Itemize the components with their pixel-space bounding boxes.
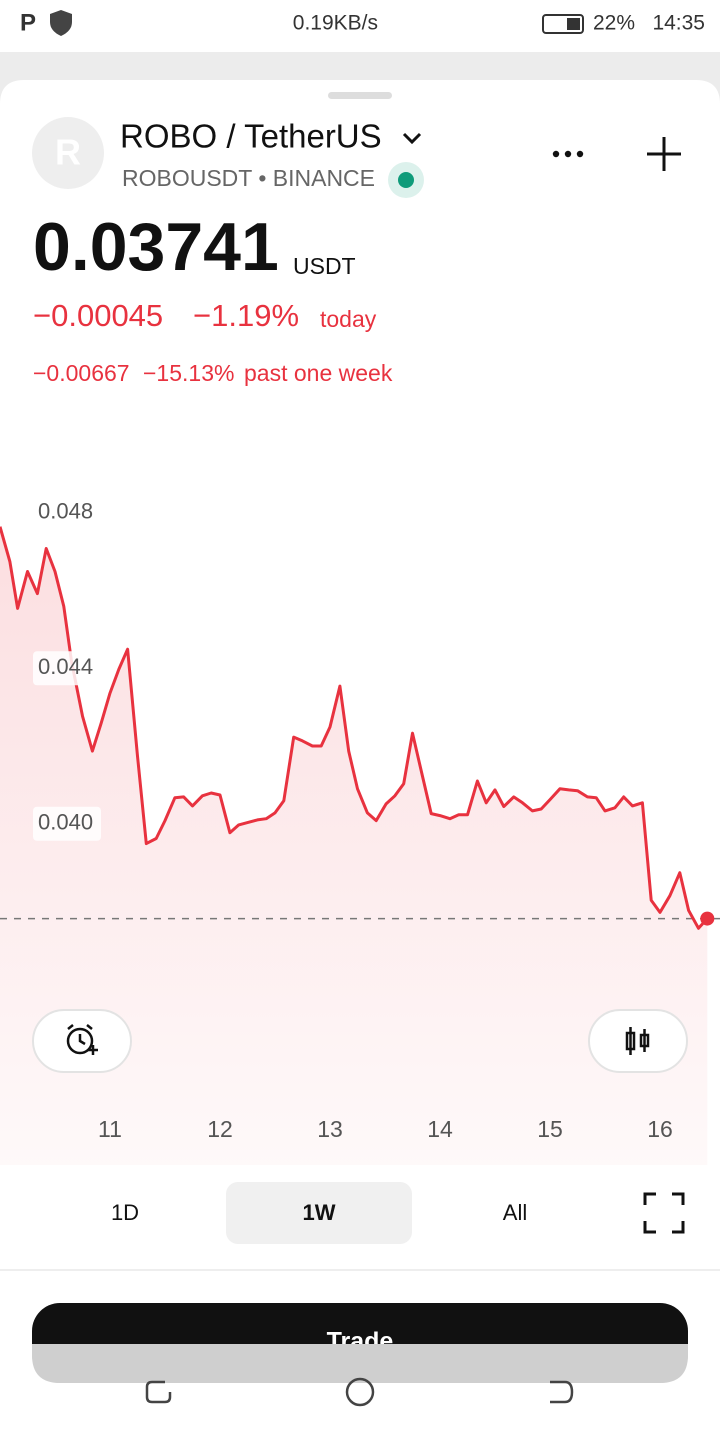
- dropdown-icon[interactable]: [402, 132, 422, 145]
- avatar: [32, 117, 104, 189]
- y-tick-bg: [33, 651, 101, 686]
- week-change: −0.00667: [33, 360, 130, 386]
- price-unit: USDT: [293, 253, 356, 279]
- nav-back[interactable]: [550, 1380, 574, 1404]
- trade-button-overlay: [32, 1344, 688, 1383]
- last-point: [700, 911, 715, 926]
- more-button[interactable]: [552, 150, 584, 158]
- battery: 22%: [593, 12, 635, 35]
- add-button[interactable]: [647, 137, 681, 171]
- status-dot: [398, 172, 414, 188]
- pair-subtitle: ROBOUSDT • BINANCE: [122, 165, 375, 191]
- y-tick-label: 0.044: [38, 654, 93, 679]
- drag-handle[interactable]: [328, 92, 392, 99]
- y-tick-bg: [33, 806, 101, 841]
- tab-active-bg: [226, 1182, 412, 1244]
- tab[interactable]: 1D: [111, 1200, 139, 1225]
- week-period: past one week: [244, 360, 393, 386]
- pair-title[interactable]: ROBO / TetherUS: [120, 118, 382, 155]
- area: [0, 526, 708, 1165]
- y-tick-label: 0.048: [38, 499, 93, 524]
- fullscreen-button[interactable]: [643, 1192, 685, 1234]
- tab[interactable]: All: [503, 1200, 527, 1225]
- change-period: today: [320, 306, 377, 332]
- alert-icon: [66, 1024, 98, 1055]
- status-icon: [50, 10, 72, 36]
- status-icon: P: [20, 9, 36, 36]
- candle-button[interactable]: [588, 1009, 688, 1073]
- nav-recent[interactable]: [145, 1380, 172, 1404]
- week-change-pct: −15.13%: [143, 360, 234, 386]
- change: −0.00045: [33, 298, 163, 333]
- battery-icon: [542, 14, 584, 34]
- change-pct: −1.19%: [193, 298, 299, 333]
- x-tick-label: 11: [98, 1116, 122, 1142]
- price-line: [0, 526, 709, 930]
- avatar-letter: R: [55, 132, 81, 173]
- candle-icon: [625, 1027, 650, 1055]
- clock: 14:35: [652, 12, 705, 35]
- chart: 0.048 0.044 0.040: [0, 495, 720, 1165]
- x-tick-label: 14: [427, 1116, 453, 1142]
- y-tick-label: 0.040: [38, 810, 93, 835]
- status-bar: [0, 0, 720, 52]
- nav-home[interactable]: [345, 1377, 375, 1407]
- x-tick-label: 12: [207, 1116, 233, 1142]
- y-tick-bg: [33, 495, 101, 530]
- x-tick-label: 16: [647, 1116, 673, 1142]
- x-tick-label: 13: [317, 1116, 343, 1142]
- net-speed: 0.19KB/s: [293, 12, 378, 35]
- x-tick-label: 15: [537, 1116, 563, 1142]
- battery-level: [567, 18, 580, 30]
- tab[interactable]: 1W: [303, 1200, 336, 1225]
- price: 0.03741: [33, 209, 279, 285]
